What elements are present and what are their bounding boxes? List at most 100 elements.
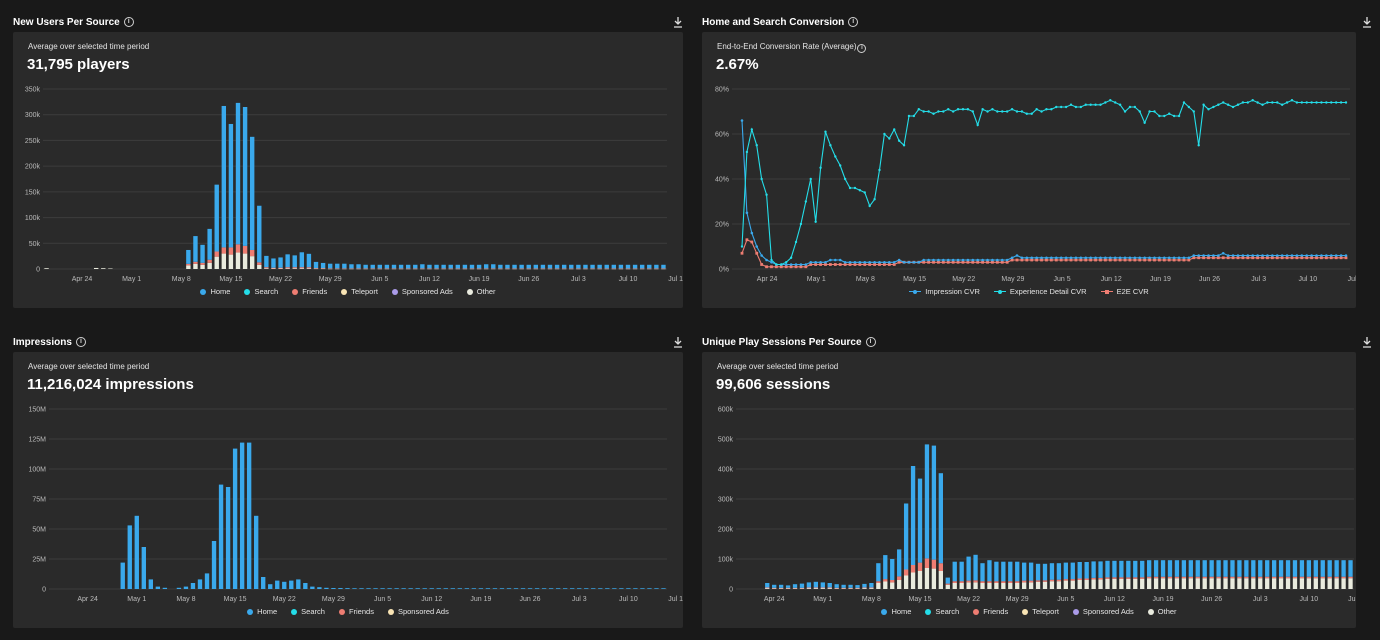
data-point xyxy=(1153,258,1156,262)
download-icon[interactable] xyxy=(1362,16,1372,28)
data-point xyxy=(1020,256,1024,260)
bar-segment xyxy=(499,588,505,589)
bar-segment xyxy=(1133,578,1138,589)
bar-segment xyxy=(271,258,276,268)
info-icon[interactable]: i xyxy=(865,337,876,347)
bar-segment xyxy=(335,268,340,270)
bar-segment xyxy=(611,264,617,269)
data-point xyxy=(833,263,837,266)
bar-segment xyxy=(455,268,461,270)
legend-item[interactable]: Other xyxy=(1147,607,1177,616)
data-point xyxy=(1310,256,1314,260)
x-tick-label: May 15 xyxy=(224,596,247,603)
bar-segment xyxy=(570,588,575,589)
bar-segment xyxy=(1285,576,1291,579)
bar-segment xyxy=(1237,576,1242,579)
legend-item[interactable]: Sponsored Ads xyxy=(387,607,449,616)
download-icon[interactable] xyxy=(673,336,683,348)
data-point xyxy=(1290,99,1294,102)
data-point xyxy=(937,258,940,262)
data-point xyxy=(1163,256,1166,260)
chart-card: 0 100k 200k 300k 400k 500k 600k Apr 24 May 1 May … xyxy=(702,352,1356,628)
bar-segment xyxy=(1015,583,1020,589)
data-point xyxy=(863,191,866,194)
data-point xyxy=(937,260,940,264)
y-tick-label: 25M xyxy=(32,557,46,564)
data-point xyxy=(1084,256,1088,260)
bar-segment xyxy=(427,268,432,270)
data-point xyxy=(902,260,906,264)
data-point xyxy=(1329,256,1333,260)
bar-segment xyxy=(994,561,999,582)
data-point xyxy=(1005,258,1009,262)
bar-segment xyxy=(1133,577,1138,579)
x-tick-label: May 8 xyxy=(856,276,875,283)
legend-item[interactable]: Teleport xyxy=(341,287,378,296)
bar-segment xyxy=(292,268,297,269)
data-point xyxy=(996,258,999,262)
bar-segment xyxy=(576,268,581,269)
data-point xyxy=(1123,258,1127,262)
bar-segment xyxy=(526,264,531,269)
legend-item[interactable]: Impression CVR xyxy=(909,287,980,296)
data-point xyxy=(799,265,803,269)
bar-segment xyxy=(148,579,154,589)
legend-item[interactable]: Search xyxy=(925,607,959,616)
y-tick-label: 300k xyxy=(25,112,41,119)
data-point xyxy=(1118,256,1122,260)
bar-segment xyxy=(193,261,198,264)
legend-item[interactable]: Search xyxy=(244,287,278,296)
bar-segment xyxy=(299,268,305,269)
data-point xyxy=(1109,99,1112,102)
data-point xyxy=(814,260,817,264)
legend-item[interactable]: E2E CVR xyxy=(1100,287,1149,296)
card-subtitle: Average over selected time period xyxy=(28,362,150,371)
bar-segment xyxy=(597,268,602,269)
data-point xyxy=(1192,256,1196,260)
legend-item[interactable]: Friends xyxy=(292,287,327,296)
bar-segment xyxy=(526,268,531,270)
legend-item[interactable]: Sponsored Ads xyxy=(1072,607,1134,616)
info-icon[interactable]: i xyxy=(857,44,867,53)
data-point xyxy=(1187,105,1191,109)
legend-item[interactable]: Experience Detail CVR xyxy=(993,287,1087,296)
info-icon[interactable]: i xyxy=(123,17,134,27)
bar-segment xyxy=(765,583,770,588)
legend-label: Search xyxy=(254,287,279,296)
bar-segment xyxy=(548,588,554,589)
legend-item[interactable]: Teleport xyxy=(1022,607,1059,616)
legend-item[interactable]: Home xyxy=(200,287,230,296)
bar-segment xyxy=(1153,578,1159,589)
legend-item[interactable]: Friends xyxy=(973,607,1008,616)
bar-segment xyxy=(462,264,468,269)
data-point xyxy=(780,263,783,266)
legend-item[interactable]: Home xyxy=(881,607,911,616)
data-point xyxy=(853,263,857,266)
bar-segment xyxy=(765,587,770,589)
legend-item[interactable]: Search xyxy=(291,607,325,616)
bar-segment xyxy=(1035,581,1041,589)
data-point xyxy=(1344,254,1348,257)
y-tick-label: 100k xyxy=(718,557,734,564)
bar-segment xyxy=(519,268,524,269)
data-point xyxy=(848,263,852,266)
bar-segment xyxy=(310,586,315,589)
bar-segment xyxy=(413,264,418,269)
download-icon[interactable] xyxy=(673,16,683,28)
bar-segment xyxy=(1223,576,1228,579)
legend-item[interactable]: Sponsored Ads xyxy=(391,287,453,296)
legend-item[interactable]: Other xyxy=(466,287,496,296)
legend-label: Home xyxy=(210,287,231,296)
info-icon[interactable]: i xyxy=(848,17,859,27)
download-icon[interactable] xyxy=(1362,336,1372,348)
data-point xyxy=(1177,256,1181,260)
legend-item[interactable]: Friends xyxy=(338,607,374,616)
legend-item[interactable]: Home xyxy=(247,607,277,616)
data-point xyxy=(1177,258,1181,262)
info-icon[interactable]: i xyxy=(75,337,86,347)
data-point xyxy=(1339,256,1343,260)
x-tick-label: Jun 5 xyxy=(374,596,391,603)
y-tick-label: 125M xyxy=(28,437,46,444)
data-point xyxy=(1128,258,1132,262)
data-point xyxy=(804,263,808,266)
